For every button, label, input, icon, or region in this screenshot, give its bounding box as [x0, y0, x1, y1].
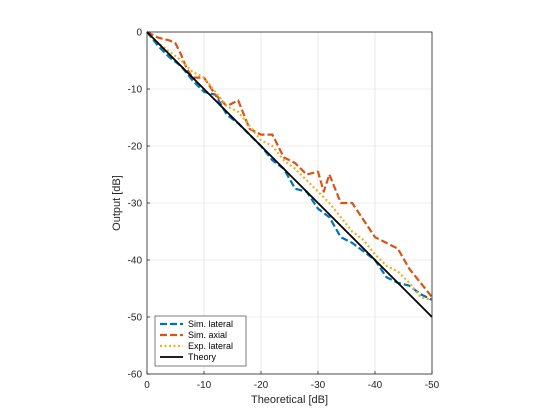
y-axis-label: Output [dB]	[111, 175, 123, 231]
x-axis-label: Theoretical [dB]	[251, 394, 328, 406]
legend-label: Exp. lateral	[188, 341, 233, 351]
x-tick-label: -40	[368, 380, 383, 391]
x-tick-label: -30	[311, 380, 326, 391]
y-tick-label: -20	[128, 142, 143, 153]
x-tick-label: -20	[254, 380, 269, 391]
y-tick-label: -30	[128, 199, 143, 210]
x-tick-label: -50	[425, 380, 440, 391]
y-tick-label: -40	[128, 256, 143, 267]
series-line-2	[146, 31, 433, 298]
y-tick-label: -10	[128, 85, 143, 96]
y-tick-label: -60	[128, 370, 143, 381]
axis-ticks: 0 -10 -20 -30 -40 -50 0 -10 -20 -30 -40 -50 -60	[128, 28, 440, 392]
y-tick-label: 0	[136, 28, 142, 39]
legend-label: Sim. axial	[188, 330, 227, 340]
legend-label: Theory	[188, 352, 217, 362]
series-line-4	[146, 31, 433, 318]
x-tick-label: 0	[144, 380, 150, 391]
series-lines	[146, 31, 433, 318]
y-tick-label: -50	[128, 313, 143, 324]
legend-label: Sim. lateral	[188, 319, 233, 329]
x-tick-label: -10	[197, 380, 212, 391]
